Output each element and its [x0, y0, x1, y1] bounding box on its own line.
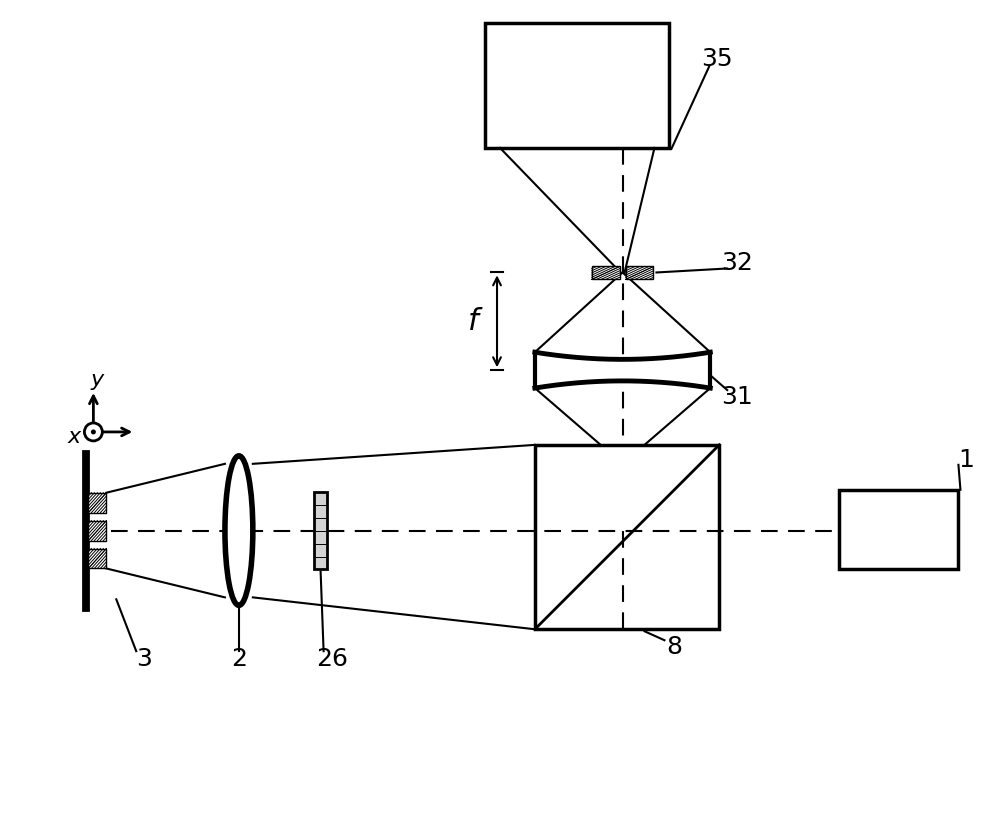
Bar — [88, 521, 106, 540]
Bar — [485, 23, 669, 148]
Text: 35: 35 — [701, 47, 733, 71]
Text: 3: 3 — [136, 647, 152, 671]
Bar — [592, 267, 620, 279]
Bar — [626, 267, 653, 279]
Bar — [535, 445, 719, 629]
Text: $f$: $f$ — [467, 307, 483, 336]
Bar — [88, 548, 106, 568]
Bar — [839, 490, 958, 570]
Text: 26: 26 — [317, 647, 349, 671]
Ellipse shape — [225, 456, 253, 605]
Text: $x$: $x$ — [67, 427, 83, 447]
Bar — [88, 493, 106, 512]
Bar — [83, 451, 88, 610]
Circle shape — [84, 423, 102, 441]
Text: $y$: $y$ — [90, 372, 106, 392]
Bar — [314, 492, 327, 570]
Text: 1: 1 — [958, 447, 974, 472]
Text: 2: 2 — [231, 647, 247, 671]
Text: 31: 31 — [721, 385, 753, 409]
Circle shape — [91, 429, 96, 434]
Text: 8: 8 — [666, 635, 682, 659]
Text: 32: 32 — [721, 250, 753, 274]
